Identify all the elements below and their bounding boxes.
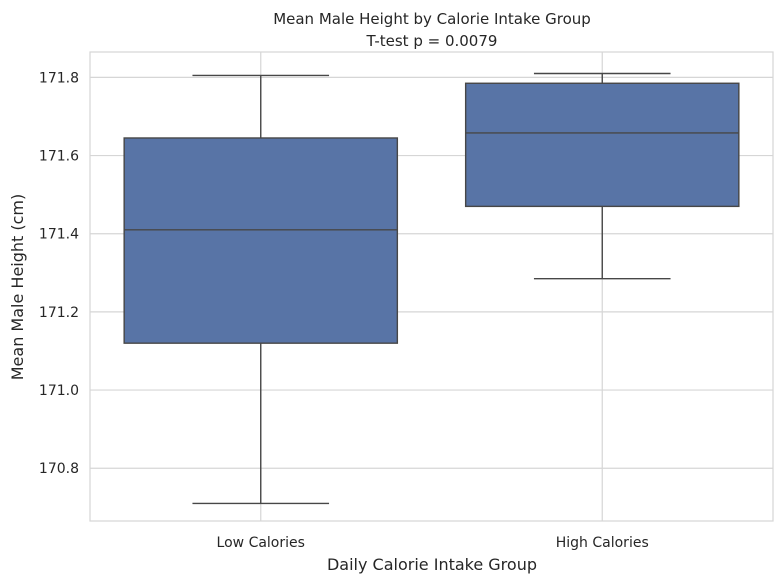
- x-axis-label: Daily Calorie Intake Group: [327, 555, 537, 574]
- y-tick-label-3: 171.4: [39, 227, 79, 243]
- box-group-1: [464, 72, 740, 280]
- box-1: [464, 82, 740, 208]
- plot-area-frame: [89, 51, 774, 522]
- box-0: [123, 137, 399, 344]
- x-tick-label-1: High Calories: [556, 535, 649, 551]
- y-axis-ticks: 170.8 171.0 171.2 171.4 171.6 171.8: [39, 70, 79, 477]
- x-tick-label-0: Low Calories: [217, 535, 305, 551]
- y-tick-label-5: 171.8: [39, 70, 79, 86]
- box-series: [123, 72, 740, 505]
- box-group-0: [123, 74, 399, 505]
- x-axis-ticks: Low Calories High Calories: [217, 535, 649, 551]
- y-tick-label-2: 171.2: [39, 305, 79, 321]
- y-tick-label-0: 170.8: [39, 461, 79, 477]
- chart-subtitle: T-test p = 0.0079: [366, 32, 498, 50]
- y-tick-label-4: 171.6: [39, 149, 79, 165]
- chart-title: Mean Male Height by Calorie Intake Group: [273, 10, 591, 28]
- y-tick-label-1: 171.0: [39, 383, 79, 399]
- y-axis-label: Mean Male Height (cm): [8, 194, 27, 381]
